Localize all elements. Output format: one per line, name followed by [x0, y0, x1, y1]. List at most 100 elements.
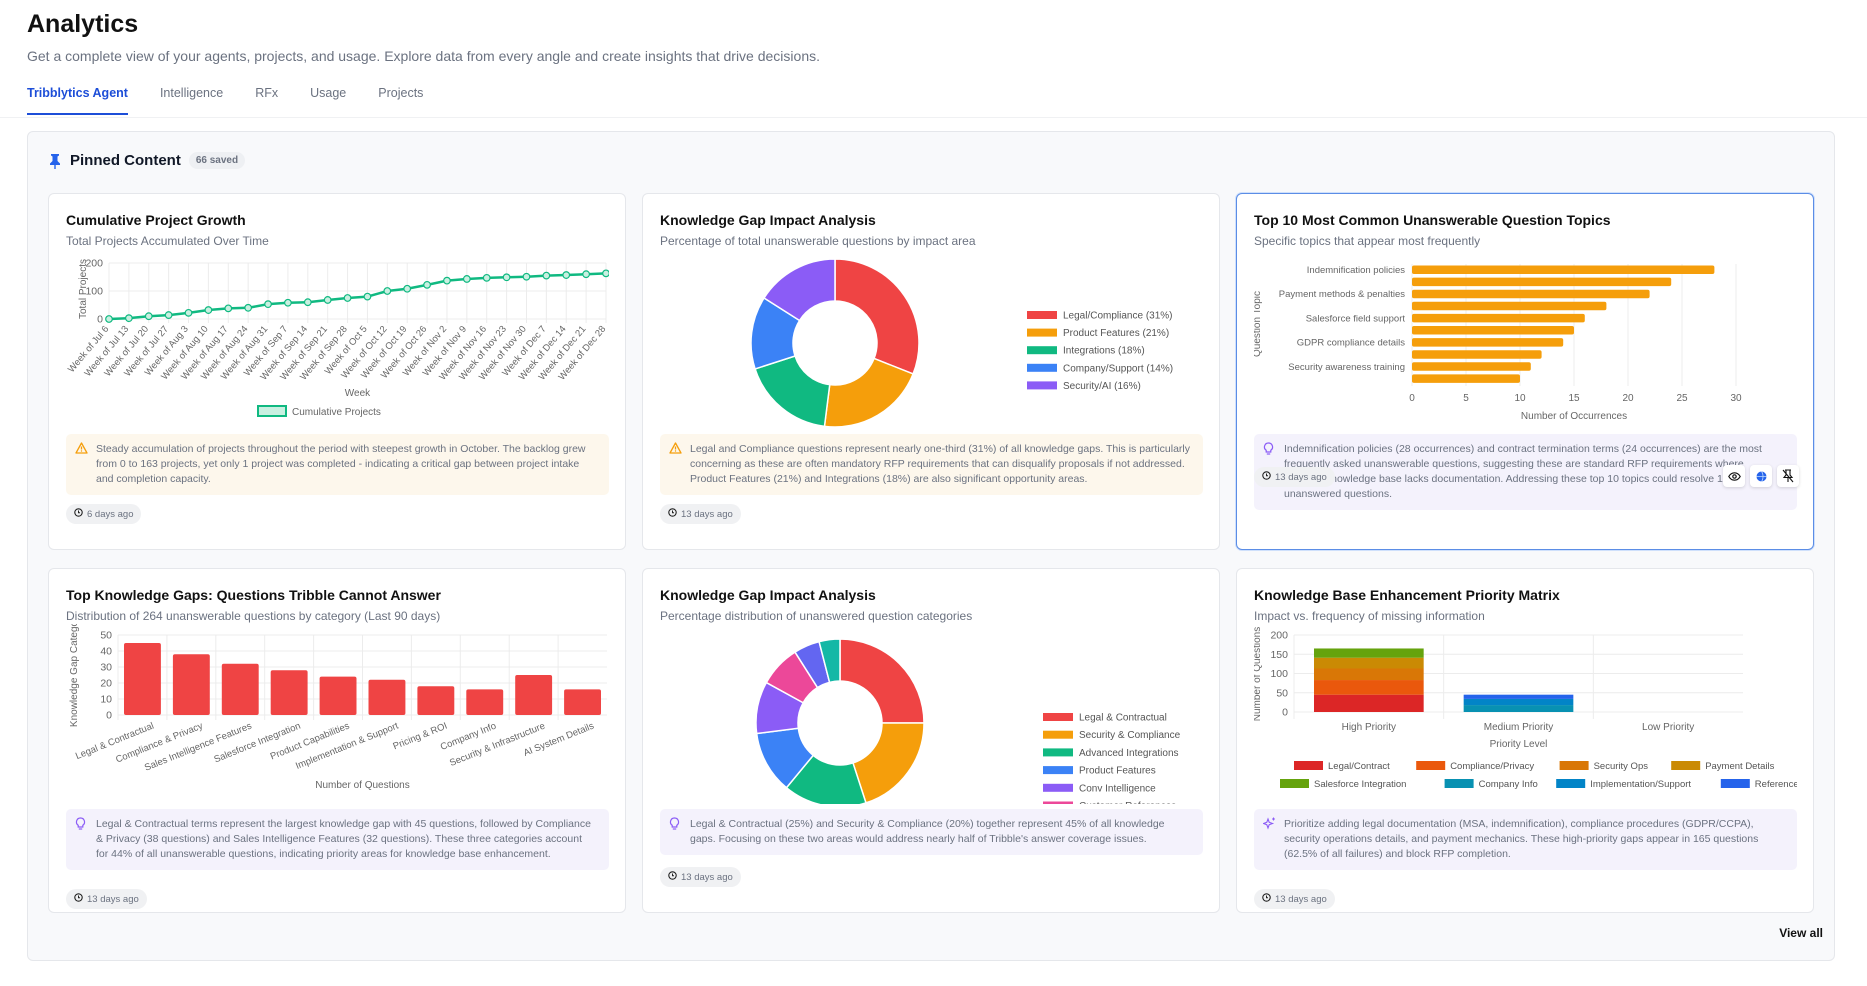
donut-slice [763, 258, 836, 322]
share-button[interactable] [1750, 465, 1772, 487]
bar [1412, 338, 1564, 347]
bar [319, 676, 357, 715]
y-tick-label: 30 [100, 662, 112, 674]
legend-label: Salesforce Integration [1314, 779, 1406, 790]
page-subtitle: Get a complete view of your agents, proj… [27, 48, 820, 64]
insight-box: Prioritize adding legal documentation (M… [1254, 809, 1797, 870]
x-tick-label: Salesforce Integration [212, 721, 302, 766]
bar [1412, 289, 1650, 299]
bar [466, 689, 504, 715]
card-title: Top 10 Most Common Unanswerable Question… [1254, 212, 1611, 228]
tab-intelligence[interactable]: Intelligence [159, 86, 224, 100]
data-point [224, 304, 233, 313]
donut-slice [754, 355, 831, 428]
eye-icon [1727, 471, 1741, 481]
x-tick-label: 0 [1409, 393, 1415, 404]
view-all-link[interactable]: View all [1779, 926, 1823, 940]
card-subtitle: Specific topics that appear most frequen… [1254, 234, 1481, 248]
legend-label: Implementation/Support [1590, 779, 1691, 790]
bar-segment [1314, 680, 1424, 695]
y-axis-title: Question Topic [1254, 291, 1263, 357]
chart-card[interactable]: Top Knowledge Gaps: Questions Tribble Ca… [48, 568, 626, 913]
y-tick-label: 40 [100, 646, 112, 658]
data-point [363, 292, 372, 301]
legend-swatch [1416, 761, 1446, 770]
x-tick-label: Medium Priority [1484, 722, 1553, 733]
data-point [164, 311, 173, 319]
donut-slice [834, 258, 920, 375]
bar [368, 679, 406, 715]
y-tick-label: 100 [1270, 668, 1288, 680]
tab-usage[interactable]: Usage [310, 86, 347, 100]
legend-swatch [1043, 730, 1073, 739]
y-tick-label: 20 [100, 678, 112, 690]
data-point [284, 298, 292, 307]
tab-tribblytics-agent[interactable]: Tribblytics Agent [27, 86, 128, 115]
data-point [303, 298, 312, 307]
legend-swatch [1043, 713, 1073, 721]
data-point [264, 300, 272, 309]
view-button[interactable] [1723, 465, 1745, 487]
card-title: Knowledge Gap Impact Analysis [660, 587, 876, 603]
chart-card[interactable]: Top 10 Most Common Unanswerable Question… [1236, 193, 1814, 550]
y-tick-label: 150 [1270, 649, 1288, 661]
card-subtitle: Percentage distribution of unanswered qu… [660, 609, 973, 623]
legend-label: Legal/Compliance (31%) [1063, 311, 1173, 322]
bar [1412, 326, 1574, 335]
data-point [562, 271, 571, 279]
bar-segment [1463, 694, 1574, 699]
legend-swatch [1720, 779, 1750, 788]
bar-segment [1314, 668, 1424, 681]
insight-box: Indemnification policies (28 occurrences… [1254, 434, 1797, 510]
data-point [482, 273, 491, 282]
chart: Legal & Contractual Security & Compliance… [755, 638, 1181, 804]
legend-swatch [1444, 779, 1474, 788]
chart-card[interactable]: Knowledge Base Enhancement Priority Matr… [1236, 568, 1814, 913]
bar-segment [1314, 648, 1424, 658]
timestamp-badge: 13 days ago [1254, 467, 1335, 487]
legend-label: Security Ops [1594, 761, 1649, 772]
clock-icon [74, 893, 83, 905]
lightbulb-icon [1263, 442, 1274, 460]
donut-slice [839, 638, 925, 724]
legend-label: Advanced Integrations [1079, 748, 1179, 759]
y-axis-title: Total Projects [78, 259, 89, 319]
data-point [462, 275, 471, 283]
card-title: Cumulative Project Growth [66, 212, 246, 228]
data-point [124, 314, 133, 323]
legend-swatch [1294, 761, 1323, 770]
bar [1412, 362, 1531, 371]
tab-rfx[interactable]: RFx [255, 86, 279, 100]
lightbulb-icon [75, 817, 86, 835]
legend-label: Company/Support (14%) [1063, 363, 1173, 374]
card-title: Top Knowledge Gaps: Questions Tribble Ca… [66, 587, 441, 603]
timestamp-badge: 13 days ago [1254, 889, 1335, 909]
legend-label: Product Features (21%) [1063, 328, 1169, 339]
page-title: Analytics [27, 10, 139, 38]
data-point [522, 272, 531, 281]
bar [1412, 350, 1542, 359]
insight-box: Legal & Contractual (25%) and Security &… [660, 809, 1203, 855]
chart-card[interactable]: Cumulative Project Growth Total Projects… [48, 193, 626, 550]
bar [124, 643, 161, 715]
bar-segment [1314, 657, 1424, 669]
insight-text: Indemnification policies (28 occurrences… [1284, 443, 1762, 500]
bar [1412, 265, 1715, 274]
y-tick-label: Salesforce field support [1306, 313, 1406, 324]
bar [1412, 313, 1585, 323]
bar [515, 675, 553, 715]
legend-label: Company Info [1479, 779, 1538, 790]
legend-swatch [1559, 761, 1589, 770]
chart-card[interactable]: Knowledge Gap Impact Analysis Percentage… [642, 568, 1220, 913]
tab-projects[interactable]: Projects [378, 86, 424, 100]
legend-label: Compliance/Privacy [1450, 761, 1534, 772]
donut-slice [818, 638, 841, 684]
x-axis-title: Number of Questions [315, 780, 410, 791]
timestamp-badge: 6 days ago [66, 504, 142, 524]
unpin-button[interactable] [1777, 465, 1799, 487]
data-point [343, 294, 352, 302]
y-tick-label: 100 [85, 286, 103, 298]
lightbulb-icon [669, 817, 680, 835]
chart-card[interactable]: Knowledge Gap Impact Analysis Percentage… [642, 193, 1220, 550]
